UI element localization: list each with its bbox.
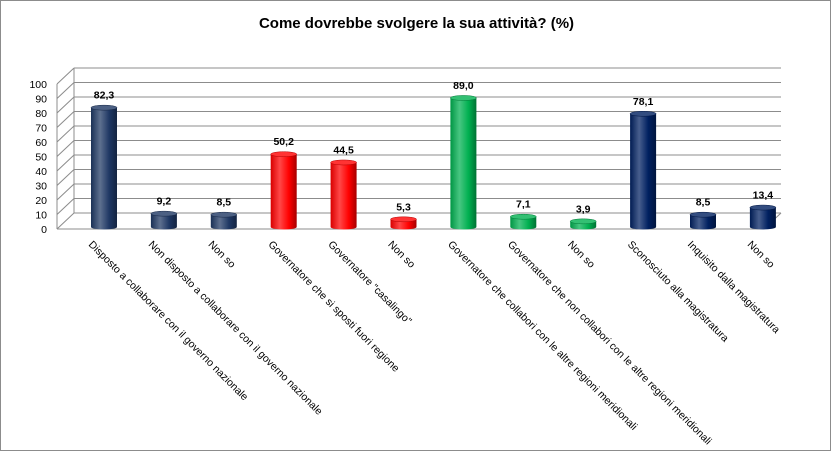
data-label: 89,0	[453, 80, 474, 92]
bar-top	[749, 204, 777, 211]
bar	[569, 218, 597, 230]
bar-top	[270, 151, 297, 157]
bar-body	[210, 214, 237, 230]
x-tick-label: Non so	[745, 239, 777, 271]
data-label: 9,2	[157, 196, 172, 208]
side-gridline	[56, 198, 75, 215]
y-tick-label: 80	[35, 108, 47, 120]
y-tick-label: 70	[35, 123, 47, 135]
side-gridline	[56, 169, 75, 186]
bar-body	[510, 216, 537, 230]
bar-top	[390, 216, 417, 223]
data-label: 13,4	[753, 190, 774, 202]
y-tick-label: 40	[35, 166, 47, 178]
side-gridline	[56, 183, 75, 201]
y-tick-label: 50	[35, 152, 47, 164]
bar-body	[91, 107, 118, 230]
data-label: 82,3	[94, 90, 115, 102]
bar-top	[629, 111, 657, 117]
y-tick-label: 100	[29, 79, 47, 91]
data-label: 44,5	[333, 144, 354, 156]
side-gridline	[56, 96, 75, 114]
y-tick-label: 90	[35, 94, 47, 106]
side-gridline	[56, 111, 75, 128]
y-tick-label: 0	[41, 224, 47, 236]
bar-body	[690, 214, 716, 230]
data-label: 7,1	[516, 199, 531, 211]
bar	[689, 211, 717, 230]
side-gridline	[56, 140, 75, 157]
bar-top	[210, 211, 238, 218]
bar-body	[150, 213, 177, 230]
bar-top	[569, 218, 597, 225]
bar-top	[90, 104, 118, 111]
data-label: 3,9	[576, 203, 591, 215]
bar	[90, 104, 118, 230]
x-tick-label: Sconosciuto alla magistratura	[625, 239, 731, 345]
bar-top	[689, 211, 717, 218]
chart-title: Come dovrebbe svolgere la sua attività? …	[258, 15, 575, 32]
data-label: 8,5	[216, 197, 231, 209]
bar	[629, 111, 657, 230]
bar	[270, 151, 297, 230]
y-tick-label: 30	[35, 181, 47, 193]
axis-layer: 0 10 20 30 40 50 60 70 80 90 100	[29, 68, 782, 236]
bar-top	[450, 95, 477, 101]
x-tick-label: Non so	[385, 239, 417, 271]
data-label: 8,5	[696, 197, 711, 209]
bar-layer	[90, 95, 777, 230]
x-tick-label: Non so	[206, 239, 238, 271]
data-label: 50,2	[273, 136, 294, 148]
y-tick-label: 10	[35, 210, 47, 222]
bar	[210, 211, 238, 230]
bar	[330, 159, 357, 230]
x-tick-label: Non so	[565, 239, 597, 271]
side-gridline	[56, 212, 75, 230]
bar-top	[510, 213, 537, 220]
bar-body	[630, 113, 657, 230]
bar-body	[450, 97, 477, 230]
bar	[450, 95, 477, 230]
bar	[390, 216, 417, 230]
data-label: 5,3	[396, 201, 411, 213]
x-tick-label: Governatore che non collabori con le alt…	[505, 239, 714, 448]
y-tick-label: 60	[35, 137, 47, 149]
side-gridline	[56, 82, 75, 99]
side-gridline	[56, 67, 75, 85]
bar-body	[390, 219, 417, 230]
side-gridline	[56, 125, 75, 143]
bar	[749, 204, 777, 230]
data-label: 78,1	[633, 96, 654, 108]
bar-body	[330, 162, 357, 230]
bar-top	[330, 159, 357, 166]
y-tick-label: 20	[35, 195, 47, 207]
grid-layer	[56, 67, 781, 230]
bar-body	[270, 154, 297, 230]
bar	[510, 213, 537, 230]
side-gridline	[56, 154, 75, 172]
bar	[150, 210, 178, 230]
bar-body	[749, 207, 776, 230]
bar-top	[150, 210, 178, 217]
x-tick-label: Governatore che si sposti fuori regione	[266, 239, 402, 375]
